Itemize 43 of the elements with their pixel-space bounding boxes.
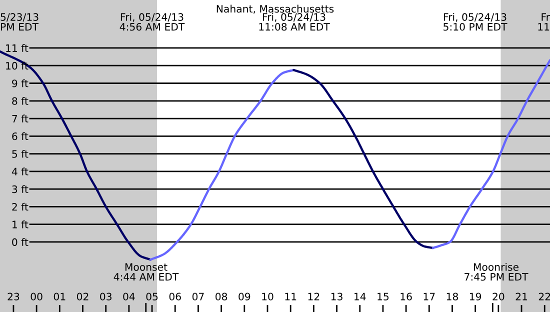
y-tick-label: 5 ft xyxy=(12,150,28,158)
x-tick-label: 08 xyxy=(216,292,228,300)
x-tick-label: 18 xyxy=(446,292,458,300)
x-tick-label: 07 xyxy=(192,292,204,300)
y-tick-label: 3 ft xyxy=(12,185,28,194)
x-tick-label: 23 xyxy=(8,292,20,300)
annotation: Fri, 05/24/13 4:56 AM EDT xyxy=(120,13,185,31)
x-tick-label: 21 xyxy=(516,292,528,300)
x-tick-label: 22 xyxy=(538,292,550,300)
y-tick-label: 2 ft xyxy=(12,202,28,211)
x-tick-label: 15 xyxy=(378,292,389,300)
x-tick-label: 09 xyxy=(238,292,250,300)
x-tick-label: 13 xyxy=(331,292,342,300)
y-tick-label: 0 ft xyxy=(12,238,28,246)
annotation: Fri, 05/24/13 5:10 PM EDT xyxy=(444,13,508,31)
x-tick-label: 00 xyxy=(30,292,42,300)
y-tick-label: 9 ft xyxy=(12,79,28,88)
x-tick-label: 10 xyxy=(262,292,274,300)
x-tick-label: 05 xyxy=(146,292,158,300)
annotation: Moonset 4:44 AM EDT xyxy=(114,263,179,281)
annotation: Moonrise 7:45 PM EDT xyxy=(464,263,528,281)
y-tick-label: 6 ft xyxy=(12,132,28,140)
y-tick-label: 11 ft xyxy=(6,44,28,52)
x-tick-label: 17 xyxy=(424,292,435,300)
annotation: Fr 11 xyxy=(538,13,550,31)
y-tick-label: 1 ft xyxy=(12,220,28,228)
x-tick-label: 06 xyxy=(169,292,181,300)
x-tick-label: 04 xyxy=(123,292,135,300)
annotation: Fri, 05/24/13 11:08 AM EDT xyxy=(259,13,330,31)
x-tick-label: 16 xyxy=(400,292,412,300)
x-tick-label: 20 xyxy=(492,292,504,300)
x-tick-label: 19 xyxy=(470,292,482,300)
x-tick-label: 11 xyxy=(285,292,296,300)
x-tick-label: 14 xyxy=(354,292,366,300)
x-tick-label: 01 xyxy=(54,292,66,300)
x-tick-label: 02 xyxy=(76,292,88,300)
x-tick-label: 12 xyxy=(308,292,320,300)
x-tick-label: 03 xyxy=(100,292,112,300)
y-tick-label: 4 ft xyxy=(12,168,28,176)
y-tick-label: 8 ft xyxy=(12,97,28,105)
annotation: 5/23/13 PM EDT xyxy=(0,13,39,31)
chart-title: Nahant, Massachusetts xyxy=(216,4,334,14)
y-tick-label: 7 ft xyxy=(12,114,28,122)
